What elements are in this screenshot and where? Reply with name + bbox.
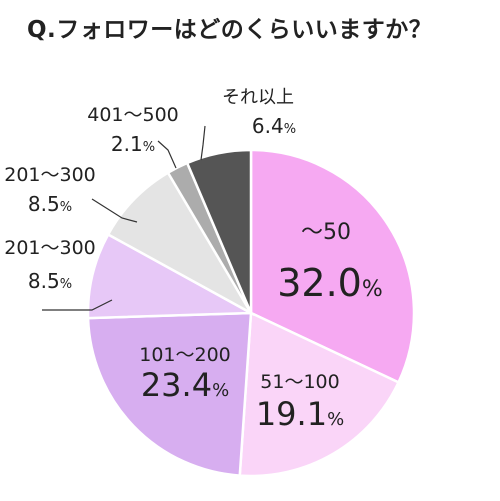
slice-percent-5: 2.1% (111, 132, 155, 156)
leader-lines (42, 125, 206, 311)
slice-percent-3: 8.5% (28, 269, 72, 293)
slice-label-0: 〜50 (301, 220, 351, 245)
leader-line-3 (200, 125, 206, 161)
pie-slice-0 (249, 148, 416, 385)
chart-title: Q.フォロワーはどのくらいいますか？ (27, 17, 433, 43)
slice-label-2: 101〜200 (139, 344, 231, 366)
slice-percent-6: 6.4% (252, 114, 296, 138)
slice-label-3: 201〜300 (4, 237, 96, 259)
pie-slice-6 (185, 148, 253, 314)
slice-label-1: 51〜100 (260, 371, 339, 393)
pie-slice-3 (86, 232, 256, 320)
slice-label-5: 401〜500 (87, 104, 179, 126)
leader-line-2 (157, 140, 177, 169)
pie-slice-4 (106, 170, 255, 317)
slice-label-4: 201〜300 (4, 164, 96, 186)
pie-slice-1 (238, 311, 401, 478)
slice-label-6: それ以上 (222, 87, 294, 108)
slice-percent-1: 19.1% (256, 395, 344, 433)
slice-percent-2: 23.4% (141, 366, 229, 404)
slice-percent-4: 8.5% (28, 192, 72, 216)
pie-slice-2 (86, 311, 253, 477)
leader-line-0 (42, 299, 113, 311)
slice-percent-0: 32.0% (277, 261, 383, 305)
pie-slices (86, 148, 416, 478)
leader-line-1 (91, 198, 138, 223)
